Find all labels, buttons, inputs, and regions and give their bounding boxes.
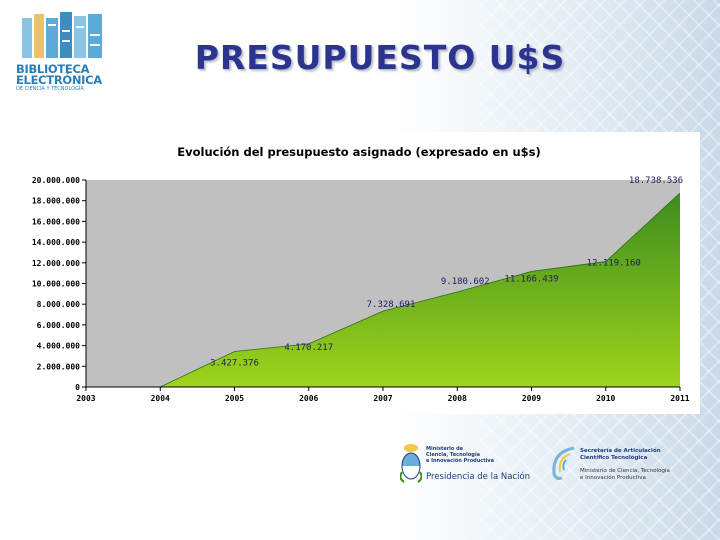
ministry-main-label: Presidencia de la Nación xyxy=(426,472,531,482)
y-tick-label: 2.000.000 xyxy=(37,362,81,371)
chart-title: Evolución del presupuesto asignado (expr… xyxy=(177,145,540,159)
sec-sub1: Ministerio de Ciencia, Tecnología xyxy=(580,468,670,474)
data-label: 4.170.217 xyxy=(284,343,333,353)
y-tick-label: 0 xyxy=(75,383,80,392)
sec-line2: Científico Tecnológica xyxy=(580,454,648,461)
ministry-logo: Ministerio de Ciencia, Tecnología e Inno… xyxy=(400,440,530,490)
chart-panel: Evolución del presupuesto asignado (expr… xyxy=(18,132,700,414)
data-label: 12.119.160 xyxy=(587,259,641,269)
logo-line1: BIBLIOTECA xyxy=(16,62,90,76)
y-tick-label: 8.000.000 xyxy=(37,300,81,309)
biblioteca-logo: BIBLIOTECA ELECTRÓNICA DE CIENCIA Y TECN… xyxy=(16,12,110,102)
y-tick-label: 16.000.000 xyxy=(32,217,80,226)
x-tick-label: 2004 xyxy=(151,394,170,403)
budget-area-chart: Evolución del presupuesto asignado (expr… xyxy=(32,145,690,403)
y-tick-label: 20.000.000 xyxy=(32,176,80,185)
x-tick-label: 2007 xyxy=(373,394,392,403)
x-tick-label: 2010 xyxy=(596,394,615,403)
ministry-line1: Ministerio de xyxy=(426,446,464,452)
ministry-line2: Ciencia, Tecnología xyxy=(426,452,480,458)
x-tick-label: 2005 xyxy=(225,394,244,403)
logo-blocks-icon xyxy=(22,12,102,58)
y-tick-label: 6.000.000 xyxy=(37,321,81,330)
sec-sub2: e Innovación Productiva xyxy=(580,474,646,481)
data-label: 9.180.602 xyxy=(441,277,490,287)
x-tick-label: 2008 xyxy=(448,394,467,403)
slide-title: PRESUPUESTO U$S xyxy=(194,38,566,77)
logo-line2: ELECTRÓNICA xyxy=(16,73,102,87)
logo-line3: DE CIENCIA Y TECNOLOGÍA xyxy=(16,86,84,92)
y-tick-label: 12.000.000 xyxy=(32,259,80,268)
data-label: 3.427.376 xyxy=(210,359,259,369)
x-tick-label: 2011 xyxy=(670,394,689,403)
y-tick-label: 18.000.000 xyxy=(32,197,80,206)
x-tick-label: 2009 xyxy=(522,394,541,403)
data-label: 11.166.439 xyxy=(504,274,558,284)
sec-line1: Secretaría de Articulación xyxy=(580,448,661,454)
y-tick-label: 10.000.000 xyxy=(32,280,80,289)
area-series xyxy=(86,193,680,387)
x-tick-label: 2006 xyxy=(299,394,318,403)
x-tick-label: 2003 xyxy=(76,394,95,403)
data-label: 7.328.691 xyxy=(367,300,416,310)
y-tick-label: 4.000.000 xyxy=(37,342,81,351)
data-label: 18.738.536 xyxy=(629,176,683,186)
area-series-edge xyxy=(86,192,681,388)
y-tick-label: 14.000.000 xyxy=(32,238,80,247)
footer-logos: Ministerio de Ciencia, Tecnología e Inno… xyxy=(400,440,700,490)
secretaria-logo: Secretaría de Articulación Científico Te… xyxy=(548,440,698,490)
ministry-line3: e Innovación Productiva xyxy=(426,458,494,464)
argentina-shield-icon xyxy=(400,444,422,483)
secretaria-swirl-icon xyxy=(552,446,575,480)
